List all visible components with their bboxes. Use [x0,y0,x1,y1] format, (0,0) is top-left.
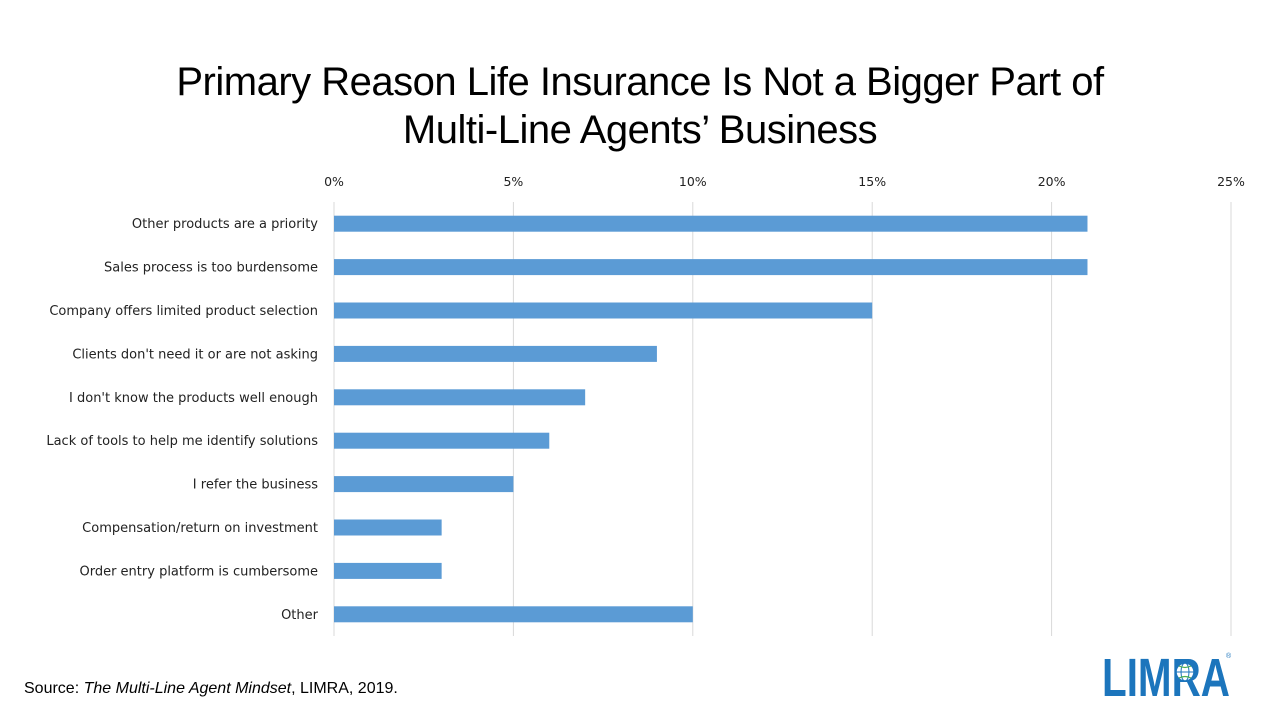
category-label: Sales process is too burdensome [104,261,318,276]
chart-title-line-1: Primary Reason Life Insurance Is Not a B… [176,60,1104,104]
bar [334,215,1088,232]
x-tick-label: 5% [503,174,523,189]
source-prefix: Source: [24,680,84,697]
limra-logo: LIMRA ® [1102,650,1232,698]
x-tick-label: 15% [858,174,886,189]
category-label: Other products are a priority [132,217,318,232]
category-label: Compensation/return on investment [82,521,318,536]
x-tick-label: 10% [679,174,707,189]
category-label: Clients don't need it or are not asking [72,347,318,362]
x-tick-label: 0% [324,174,344,189]
x-tick-label: 25% [1217,174,1245,189]
bar [334,562,442,579]
bar [334,389,586,406]
source-suffix: , LIMRA, 2019. [291,680,398,697]
bar [334,606,693,623]
chart-title-line-2: Multi-Line Agents’ Business [402,108,878,152]
globe-icon [1175,662,1195,682]
logo-wordmark: LIMRA [1102,650,1230,698]
source-publication: The Multi-Line Agent Mindset [83,680,292,697]
category-label: Other [281,608,319,623]
source-note: Source: The Multi-Line Agent Mindset, LI… [24,680,398,698]
svg-text:®: ® [1226,652,1232,660]
category-label: I refer the business [193,478,318,493]
category-label: Order entry platform is cumbersome [79,564,318,579]
category-label: Company offers limited product selection [49,304,318,319]
x-tick-label: 20% [1038,174,1066,189]
bar [334,259,1088,276]
category-label: I don't know the products well enough [69,391,318,406]
category-label: Lack of tools to help me identify soluti… [46,434,318,449]
bar [334,476,514,493]
bar [334,432,550,449]
bar [334,519,442,536]
bar [334,302,873,319]
chart-title: Primary Reason Life Insurance Is Not a B… [0,58,1280,154]
bar [334,345,657,362]
